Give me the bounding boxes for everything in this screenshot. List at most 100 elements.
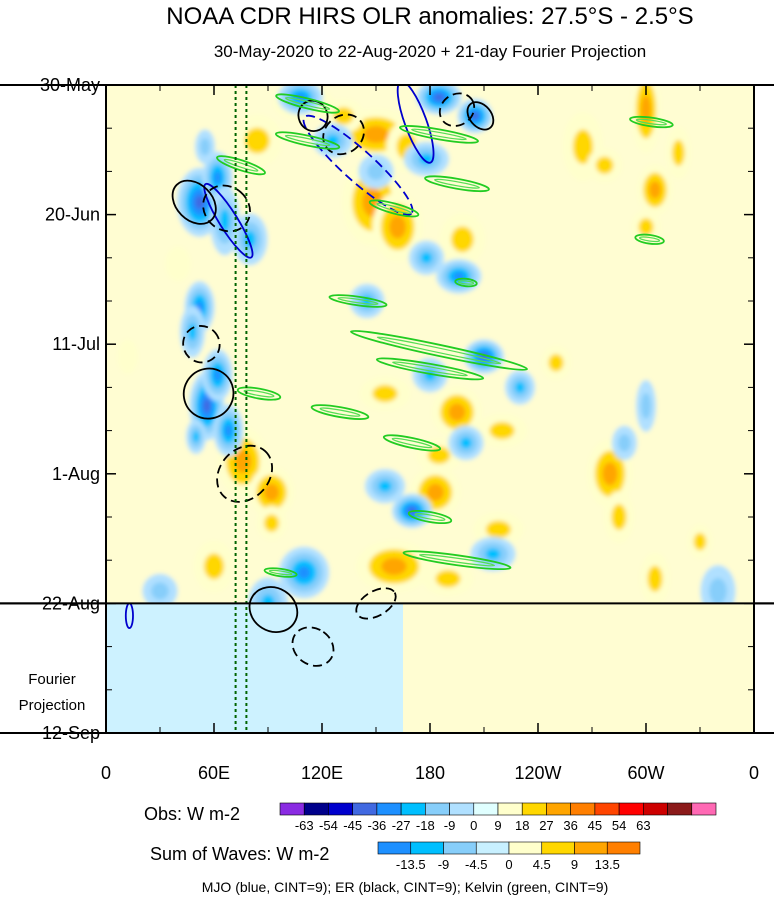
x-tick-label: 0 [749,763,759,783]
obs-anomaly-field [106,85,754,658]
kelvin-contour-inner [392,361,468,377]
chart-subtitle: 30-May-2020 to 22-Aug-2020 + 21-day Four… [214,42,646,61]
obs-colorbar-swatch [279,802,305,816]
obs-colorbar-swatch [667,802,693,816]
obs-colorbar-tick-label: -27 [392,818,411,833]
kelvin-contour-inner [284,134,331,147]
kelvin-contour [375,357,485,381]
kelvin-contour-inner [418,553,496,567]
obs-colorbar-swatch [400,802,426,816]
kelvin-contour [407,509,453,525]
waves-colorbar-tick-label: 0 [505,857,512,872]
obs-anomaly-blob [363,125,389,144]
obs-anomaly-blob [435,570,461,588]
obs-anomaly-blob [427,483,444,501]
obs-anomaly-blob [224,424,233,438]
waves-colorbar-tick-label: -13.5 [396,857,426,872]
kelvin-contour [399,125,479,144]
x-tick-label: 0 [101,763,111,783]
obs-anomaly-blob [451,226,474,253]
kelvin-contour-inner [223,158,259,172]
y-tick-label: 20-Jun [45,205,100,225]
obs-colorbar-tick-label: 36 [563,818,577,833]
mjo-contour [203,182,254,259]
obs-colorbar-tick-label: 0 [470,818,477,833]
kelvin-contour [634,233,665,245]
waves-colorbar-swatch [606,841,641,855]
obs-anomaly-blob [693,533,707,551]
obs-anomaly-blob [595,156,614,174]
wave-legend-text: MJO (blue, CINT=9); ER (black, CINT=9); … [202,879,609,895]
waves-colorbar-tick-label: -9 [438,857,450,872]
obs-anomaly-blob [572,129,594,164]
kelvin-contour-inner [284,97,331,110]
obs-anomaly-blob [485,548,501,560]
obs-colorbar-tick-label: -45 [343,818,362,833]
obs-anomaly-blob [203,399,211,413]
kelvin-contour-inner [391,437,433,449]
kelvin-contour-inner [434,178,480,189]
obs-colorbar-tick-label: 27 [539,818,553,833]
obs-anomaly-blob [151,582,169,600]
kelvin-contour [402,550,512,571]
kelvin-contour [275,93,340,114]
kelvin-contour [274,131,341,150]
obs-colorbar-swatch [328,802,353,816]
kelvin-contour [263,567,298,578]
obs-colorbar-swatch [618,802,644,816]
waves-colorbar-swatch [443,841,477,855]
kelvin-contour-inner [337,297,379,305]
er-contour [182,367,235,420]
obs-colorbar-swatch [425,802,450,816]
kelvin-contour-inner [411,128,467,141]
obs-anomaly-blob [372,384,398,403]
y-axis: 30-May 20-Jun 11-Jul 1-Aug 22-Aug 12-Sep [0,75,774,743]
kelvin-contour-inner [376,336,502,365]
obs-anomaly-blob [618,434,631,452]
obs-colorbar: Obs: W m-2 -63 -54 -45 -36 -27 -18 -9 0 9 18 27 36 4… [144,802,717,833]
projection-field [106,603,754,733]
obs-colorbar-swatch [376,802,402,816]
obs-colorbar-tick-label: -9 [444,818,456,833]
obs-colorbar-tick-label: -63 [295,818,314,833]
obs-anomaly-blob [165,246,191,282]
obs-anomaly-blob [649,181,661,199]
x-tick-label: 60W [627,763,664,783]
obs-anomaly-blob [297,566,311,580]
x-tick-label: 180 [415,763,445,783]
waves-colorbar-swatch [508,841,543,855]
er-contour [182,325,221,364]
obs-anomaly-blob [203,553,225,580]
reference-meridians [234,85,248,733]
obs-anomaly-blob [389,215,406,239]
kelvin-contour-inner [268,569,293,576]
x-axis: 0 60E 120E 180 120W 60W 0 [101,85,759,783]
kelvin-contour [382,434,442,452]
obs-anomaly-blob [420,252,433,264]
obs-anomaly-blob [219,209,230,233]
y-tick-label: 11-Jul [52,334,100,354]
kelvin-contour [454,277,478,288]
obs-colorbar-tick-label: -18 [416,818,435,833]
obs-anomaly-blob [378,480,392,492]
kelvin-contour [216,155,266,176]
obs-colorbar-tick-label: 45 [588,818,602,833]
obs-anomaly-blob [489,421,515,440]
obs-colorbar-swatch [303,802,329,816]
obs-anomaly-blob [611,504,627,530]
kelvin-contour [629,115,674,129]
waves-colorbar-swatch [410,841,444,855]
obs-colorbar-tick-label: -54 [319,818,338,833]
obs-anomaly-blob [117,339,138,374]
obs-anomaly-blob [199,138,211,156]
obs-colorbar-swatch [546,802,571,816]
chart-title: NOAA CDR HIRS OLR anomalies: 27.5°S - 2.… [166,3,693,30]
obs-colorbar-swatch [497,802,523,816]
obs-anomaly-blob [638,218,654,236]
kelvin-contour [310,404,370,420]
y-tick-label: 1-Aug [52,464,100,484]
waves-colorbar-tick-label: -4.5 [465,857,487,872]
y-tick-label: 22-Aug [42,593,100,613]
x-tick-label: 120E [301,763,343,783]
obs-colorbar-swatch [449,802,475,816]
